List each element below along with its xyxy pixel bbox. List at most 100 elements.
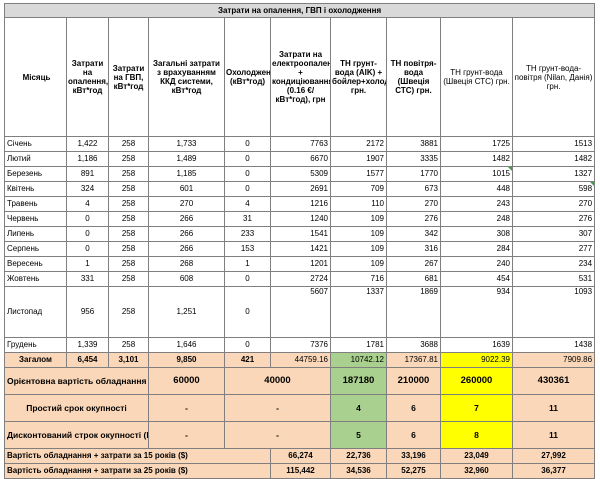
cell-air: 3335 <box>386 151 441 167</box>
cell-aik: 1577 <box>330 166 387 182</box>
cell-air: 276 <box>386 211 441 227</box>
cell-heat: 1,339 <box>66 337 109 353</box>
dpp-label: Дисконтований строк окупності (DPP) <box>4 421 149 449</box>
cell-nilan: 276 <box>511 211 596 227</box>
month-name: Вересень <box>4 256 67 272</box>
month-row: Березень 891 258 1,185 0 5309 1577 1770 1015 1327 <box>4 166 596 182</box>
cell-aik: 1907 <box>330 151 387 167</box>
simple-payback-value: 4 <box>330 394 387 422</box>
totals-hp-air: 17367.81 <box>386 352 441 368</box>
cost15-electric: 66,274 <box>270 448 331 464</box>
totals-heat: 6,454 <box>66 352 109 368</box>
cell-gs: 1725 <box>440 136 513 152</box>
equipment-cost-value: 430361 <box>511 367 596 395</box>
month-name: Травень <box>4 196 67 212</box>
cell-cool: 31 <box>224 211 271 227</box>
cell-nilan: 1093 <box>511 286 596 338</box>
cost25-hp-air: 52,275 <box>386 463 441 479</box>
cost25-hp-aik: 34,536 <box>330 463 387 479</box>
equipment-cost-value: 40000 <box>224 367 331 395</box>
cell-elec: 2691 <box>270 181 331 197</box>
simple-payback-value: 6 <box>386 394 441 422</box>
cost-table: Затрати на опалення, ГВП і охолодження М… <box>3 3 596 479</box>
col-header-hp-aik: ТН грунт-вода (AIK) + бойлер+холод грн. <box>330 17 387 137</box>
cell-total: 266 <box>148 226 225 242</box>
cell-air: 316 <box>386 241 441 257</box>
month-row: Травень 4 258 270 4 1216 110 270 243 270 <box>4 196 596 212</box>
month-row: Серпень 0 258 266 153 1421 109 316 284 277 <box>4 241 596 257</box>
cell-gs: 240 <box>440 256 513 272</box>
cell-aik: 2172 <box>330 136 387 152</box>
totals-hp-ground: 9022.39 <box>440 352 513 368</box>
cell-gs: 284 <box>440 241 513 257</box>
equipment-cost-label: Орієнтовна вартість обладнання (грн.) <box>4 367 149 395</box>
cell-elec: 1216 <box>270 196 331 212</box>
cell-elec: 1201 <box>270 256 331 272</box>
dpp-value: 8 <box>440 421 513 449</box>
dpp-row: Дисконтований строк окупності (DPP) - - … <box>4 421 596 449</box>
cell-gs: 308 <box>440 226 513 242</box>
month-name: Березень <box>4 166 67 182</box>
col-header-heating: Затрати на опалення, кВт*год <box>66 17 109 137</box>
cell-hw: 258 <box>108 211 149 227</box>
cell-total: 1,733 <box>148 136 225 152</box>
month-name: Червень <box>4 211 67 227</box>
cell-heat: 0 <box>66 226 109 242</box>
cell-hw: 258 <box>108 166 149 182</box>
cell-total: 270 <box>148 196 225 212</box>
cell-nilan: 307 <box>511 226 596 242</box>
cell-total: 268 <box>148 256 225 272</box>
cell-nilan: 1513 <box>511 136 596 152</box>
dpp-value: 6 <box>386 421 441 449</box>
cell-nilan: 598 <box>511 181 596 197</box>
cell-elec: 1421 <box>270 241 331 257</box>
header-row: Місяць Затрати на опалення, кВт*год Затр… <box>4 17 596 137</box>
cell-gs: 1015 <box>440 166 513 182</box>
cell-aik: 109 <box>330 241 387 257</box>
month-name: Грудень <box>4 337 67 353</box>
cell-hw: 258 <box>108 196 149 212</box>
cost25-label: Вартість обладнання + затрати за 25 рокі… <box>4 463 271 479</box>
cell-elec: 2724 <box>270 271 331 287</box>
cell-elec: 7376 <box>270 337 331 353</box>
cell-cool: 0 <box>224 286 271 338</box>
cell-air: 1869 <box>386 286 441 338</box>
equipment-cost-value: 187180 <box>330 367 387 395</box>
cell-gs: 248 <box>440 211 513 227</box>
simple-payback-row: Простий срок окупності - - 4 6 7 11 <box>4 394 596 422</box>
cell-heat: 4 <box>66 196 109 212</box>
totals-row: Загалом 6,454 3,101 9,850 421 44759.16 1… <box>4 352 596 368</box>
month-row: Грудень 1,339 258 1,646 0 7376 1781 3688 1639 143… <box>4 337 596 353</box>
heating-cost-spreadsheet: Затрати на опалення, ГВП і охолодження М… <box>3 3 596 479</box>
cell-nilan: 1482 <box>511 151 596 167</box>
cost15-hp-air: 33,196 <box>386 448 441 464</box>
cell-total: 266 <box>148 241 225 257</box>
month-name: Січень <box>4 136 67 152</box>
month-row: Квітень 324 258 601 0 2691 709 673 448 598 <box>4 181 596 197</box>
cell-gs: 1482 <box>440 151 513 167</box>
cell-hw: 258 <box>108 256 149 272</box>
equipment-cost-value: 260000 <box>440 367 513 395</box>
equipment-cost-value: 210000 <box>386 367 441 395</box>
cell-cool: 153 <box>224 241 271 257</box>
cell-hw: 258 <box>108 151 149 167</box>
cost25-row: Вартість обладнання + затрати за 25 рокі… <box>4 463 596 479</box>
col-header-total: Загальні затрати з врахуванням ККД систе… <box>148 17 225 137</box>
cost15-row: Вартість обладнання + затрати за 15 рокі… <box>4 448 596 464</box>
totals-hp-aik: 10742.12 <box>330 352 387 368</box>
cell-heat: 891 <box>66 166 109 182</box>
cell-hw: 258 <box>108 226 149 242</box>
cell-aik: 1337 <box>330 286 387 338</box>
cost25-hp-ground: 32,960 <box>440 463 513 479</box>
cell-elec: 6670 <box>270 151 331 167</box>
cell-cool: 0 <box>224 337 271 353</box>
cell-heat: 331 <box>66 271 109 287</box>
cell-total: 608 <box>148 271 225 287</box>
cell-cool: 0 <box>224 151 271 167</box>
col-header-hp-air: ТН повітря-вода (Швеція СТС) грн. <box>386 17 441 137</box>
totals-electric: 44759.16 <box>270 352 331 368</box>
cell-aik: 109 <box>330 211 387 227</box>
cell-nilan: 270 <box>511 196 596 212</box>
cell-gs: 243 <box>440 196 513 212</box>
cost25-hp-nilan: 36,377 <box>511 463 596 479</box>
